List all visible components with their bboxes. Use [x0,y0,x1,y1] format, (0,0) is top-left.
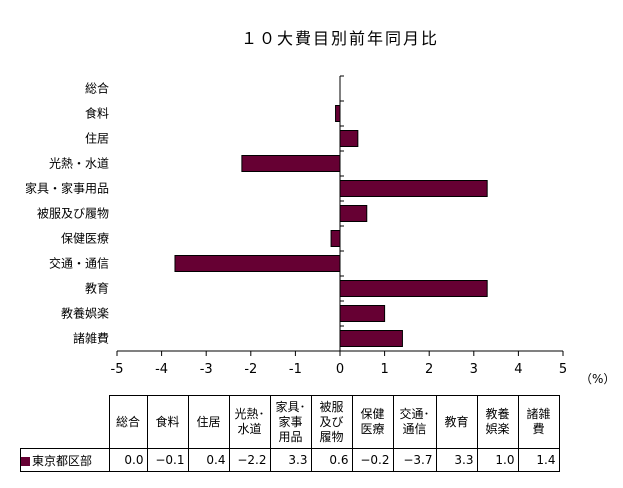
table-value-cell: 1.0 [476,448,519,472]
table-value-cell: 3.3 [269,448,312,472]
x-axis-unit: （%） [580,372,615,386]
table-header-cell: 総合 [108,395,148,449]
x-tick-label: -2 [244,362,257,377]
x-tick-label: -4 [155,362,168,377]
category-label: 食料 [85,106,109,121]
category-label: 光熱・水道 [49,157,109,171]
table-header-cell: 食料 [146,395,189,449]
series-name: 東京都区部 [32,453,93,468]
category-label: 教養娯楽 [61,306,109,321]
category-label: 教育 [85,281,109,296]
bar [330,230,341,247]
bar [339,305,386,322]
x-tick-label: 0 [336,362,344,377]
table-header-cell: 諸雑 費 [517,395,560,449]
bar [339,205,368,222]
table-header-cell: 交通･ 通信 [392,395,437,449]
x-tick-label: 1 [380,362,388,377]
category-label: 諸雑費 [73,331,109,346]
bar [339,330,403,347]
x-tick-label: 3 [470,362,478,377]
x-tick-label: 2 [425,362,433,377]
bar [339,280,488,297]
table-header-cell: 住居 [187,395,230,449]
bar [241,155,341,172]
chart-title: １０大費目別前年同月比 [241,29,439,48]
table-row: 東京都区部 0.0 −0.1 0.4 −2.2 3.3 0.6 −0.2 −3.7 3.3 1.0… [20,448,560,472]
series-swatch [21,456,30,466]
table-value-cell: −0.2 [351,448,394,472]
table-value-cell: 0.4 [187,448,230,472]
table-value-cell: 1.4 [517,448,560,472]
category-label: 総合 [85,81,109,96]
table-header-cell: 家具･ 家事 用品 [269,395,312,449]
series-legend-cell: 東京都区部 [20,448,110,472]
table-value-cell: 0.0 [108,448,148,472]
category-label: 住居 [85,132,109,146]
x-tick-label: 5 [559,362,567,377]
table-header-row: 総合 食料 住居 光熱･ 水道 家具･ 家事 用品 被服 及び 履物 保健 医療 交通･ 通信… [20,395,560,449]
data-table: 総合 食料 住居 光熱･ 水道 家具･ 家事 用品 被服 及び 履物 保健 医療 交通･ 通信… [20,395,560,472]
table-corner [20,395,110,449]
table-header-cell: 保健 医療 [351,395,394,449]
category-label: 保健医療 [61,232,109,246]
bar [339,130,359,147]
bar [339,180,488,197]
x-tick-label: -3 [200,362,213,377]
chart-area: １０大費目別前年同月比 総合食料住居光熱・水道家具・家事用品被服及び履物保健医療… [25,29,615,386]
table-value-cell: −0.1 [146,448,189,472]
table-header-cell: 被服 及び 履物 [310,395,353,449]
x-tick-label: 4 [514,362,522,377]
category-label: 交通・通信 [49,256,109,271]
x-tick-label: -5 [111,362,124,377]
table-value-cell: 0.6 [310,448,353,472]
table-value-cell: 3.3 [435,448,478,472]
table-header-cell: 光熱･ 水道 [228,395,271,449]
bar [335,105,341,122]
category-label: 被服及び履物 [37,207,109,221]
table-header-cell: 教育 [435,395,478,449]
table-header-cell: 教養 娯楽 [476,395,519,449]
table-value-cell: −2.2 [228,448,271,472]
x-tick-label: -1 [289,362,302,377]
bar [174,255,341,272]
table-value-cell: −3.7 [392,448,437,472]
category-label: 家具・家事用品 [25,181,109,196]
